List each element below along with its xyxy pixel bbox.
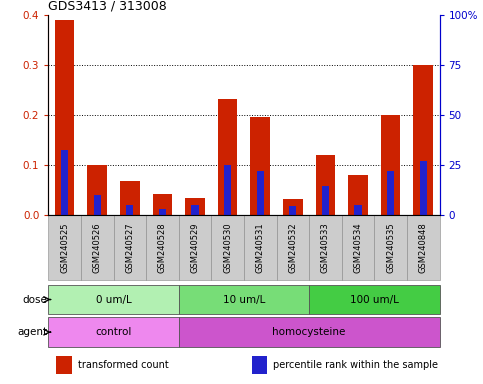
Bar — [81, 215, 114, 280]
Text: control: control — [95, 327, 132, 337]
Text: GSM240527: GSM240527 — [125, 222, 134, 273]
Text: GSM240528: GSM240528 — [158, 222, 167, 273]
Bar — [256, 171, 264, 215]
Bar — [87, 165, 107, 215]
Text: 0 um/L: 0 um/L — [96, 295, 131, 305]
Text: dose: dose — [23, 295, 48, 305]
Bar — [55, 20, 74, 215]
Bar — [159, 209, 166, 215]
Bar — [322, 186, 329, 215]
Bar — [283, 199, 302, 215]
Text: GSM240533: GSM240533 — [321, 222, 330, 273]
Text: 100 um/L: 100 um/L — [350, 295, 399, 305]
Bar — [126, 205, 133, 215]
Bar — [212, 215, 244, 280]
Bar — [61, 150, 68, 215]
Text: percentile rank within the sample: percentile rank within the sample — [273, 360, 438, 370]
Bar — [179, 318, 440, 347]
Bar — [56, 356, 72, 374]
Bar — [355, 205, 362, 215]
Bar — [309, 215, 342, 280]
Bar — [252, 356, 268, 374]
Text: 10 um/L: 10 um/L — [223, 295, 265, 305]
Text: GSM240525: GSM240525 — [60, 222, 69, 273]
Bar — [374, 215, 407, 280]
Bar — [420, 161, 427, 215]
Bar — [146, 215, 179, 280]
Bar — [48, 285, 179, 314]
Bar — [276, 215, 309, 280]
Bar — [289, 206, 297, 215]
Bar — [387, 171, 394, 215]
Bar — [48, 215, 81, 280]
Bar — [185, 197, 205, 215]
Text: GSM240534: GSM240534 — [354, 222, 363, 273]
Bar — [309, 285, 440, 314]
Text: GSM240532: GSM240532 — [288, 222, 298, 273]
Text: homocysteine: homocysteine — [272, 327, 346, 337]
Text: GSM240535: GSM240535 — [386, 222, 395, 273]
Bar — [348, 175, 368, 215]
Text: GSM240848: GSM240848 — [419, 222, 428, 273]
Bar — [114, 215, 146, 280]
Bar — [244, 215, 277, 280]
Bar — [224, 165, 231, 215]
Bar — [342, 215, 374, 280]
Text: GSM240526: GSM240526 — [93, 222, 102, 273]
Bar — [179, 285, 309, 314]
Text: agent: agent — [17, 327, 48, 337]
Bar — [48, 318, 179, 347]
Text: transformed count: transformed count — [78, 360, 169, 370]
Text: GSM240531: GSM240531 — [256, 222, 265, 273]
Bar — [94, 195, 101, 215]
Bar — [120, 181, 140, 215]
Bar — [413, 65, 433, 215]
Text: GDS3413 / 313008: GDS3413 / 313008 — [48, 0, 167, 13]
Bar — [191, 205, 199, 215]
Text: GSM240530: GSM240530 — [223, 222, 232, 273]
Bar — [407, 215, 440, 280]
Text: GSM240529: GSM240529 — [190, 222, 199, 273]
Bar — [218, 99, 238, 215]
Bar — [251, 117, 270, 215]
Bar — [153, 194, 172, 215]
Bar — [179, 215, 212, 280]
Bar — [381, 115, 400, 215]
Bar — [316, 155, 335, 215]
